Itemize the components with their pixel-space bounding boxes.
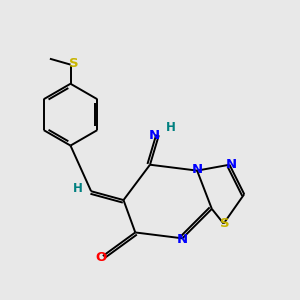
Text: S: S xyxy=(220,217,230,230)
Text: S: S xyxy=(69,57,79,70)
Text: N: N xyxy=(191,163,203,176)
Text: N: N xyxy=(149,129,160,142)
Text: H: H xyxy=(73,182,83,195)
Text: N: N xyxy=(225,158,236,171)
Text: O: O xyxy=(96,251,107,264)
Text: N: N xyxy=(177,233,188,246)
Text: H: H xyxy=(166,122,176,134)
